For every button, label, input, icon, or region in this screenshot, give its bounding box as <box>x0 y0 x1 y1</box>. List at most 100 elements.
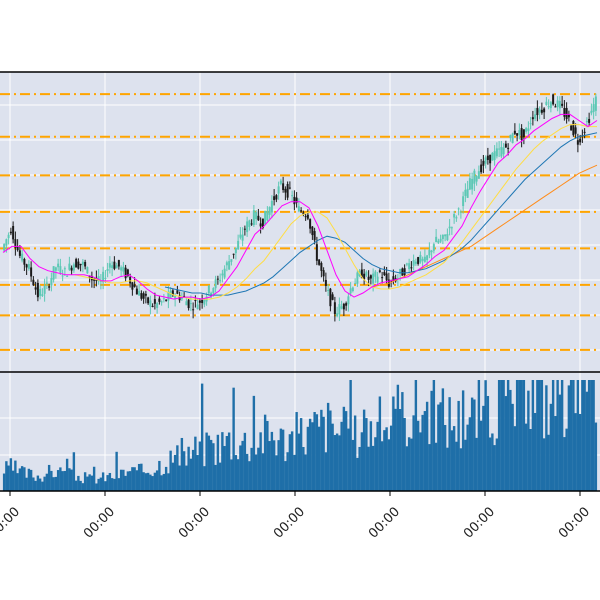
volume-bar <box>443 424 447 491</box>
volume-bar <box>529 429 532 491</box>
candle-body <box>320 262 323 271</box>
candle-body <box>241 234 244 241</box>
volume-bar <box>504 396 508 491</box>
volume-bar <box>592 380 595 491</box>
volume-bar <box>270 431 274 491</box>
candle-body <box>354 283 357 285</box>
x-tick-label-2: 00:00 <box>176 504 213 541</box>
volume-bar <box>574 413 577 491</box>
volume-bar <box>587 380 591 491</box>
candle-body <box>522 129 525 138</box>
volume-bar <box>36 475 40 491</box>
candle-body <box>536 107 539 116</box>
candle-body <box>531 117 534 120</box>
volume-bar <box>124 475 127 491</box>
candle-body <box>41 294 44 296</box>
volume-bar <box>261 453 265 491</box>
candle-body <box>511 133 514 143</box>
volume-bar <box>72 452 76 491</box>
candle-body <box>378 270 381 272</box>
candle-body <box>513 130 516 134</box>
candle-body <box>381 277 384 279</box>
candle-body <box>39 288 42 296</box>
volume-bar <box>502 380 505 491</box>
volume-bar <box>99 477 103 491</box>
candle-body <box>509 135 512 138</box>
volume-bar <box>407 437 411 491</box>
candle-body <box>529 123 532 125</box>
candle-body <box>466 188 469 198</box>
candle-body <box>104 277 107 279</box>
candle-body <box>219 279 222 282</box>
candle-body <box>396 277 399 279</box>
candle-body <box>32 279 35 286</box>
volume-bar <box>2 473 6 491</box>
candle-body <box>374 271 377 277</box>
moving-averages <box>2 113 598 300</box>
candle-body <box>549 102 552 109</box>
volume-bar <box>38 478 42 491</box>
volume-bar <box>119 469 123 491</box>
volume-bar <box>140 463 143 491</box>
candle-body <box>455 217 458 219</box>
volume-bar <box>495 438 499 491</box>
volume-bar <box>5 461 8 491</box>
candle-body <box>453 214 456 218</box>
candle-body <box>124 267 127 279</box>
volume-bar <box>349 380 352 491</box>
volume-bar <box>113 478 116 491</box>
volume-bar <box>380 441 384 491</box>
candle-body <box>543 108 546 113</box>
ma-trend-line <box>371 164 598 288</box>
volume-bar <box>236 459 240 491</box>
candle-body <box>338 304 341 315</box>
candle-body <box>340 306 343 309</box>
volume-bar <box>367 446 370 491</box>
volume-bar <box>569 380 573 491</box>
candle-body <box>592 104 595 112</box>
candle-body <box>520 128 523 141</box>
candle-body <box>293 196 296 205</box>
candle-body <box>518 129 521 135</box>
volume-bar <box>376 421 379 491</box>
volume-bar <box>225 436 229 491</box>
volume-bar <box>88 474 91 491</box>
volume-bar <box>59 467 62 491</box>
candle-body <box>207 285 210 294</box>
x-axis: 00:00 00:00 00:00 00:00 00:00 00:00 00:00 <box>0 491 593 542</box>
volume-bar <box>41 481 44 491</box>
volume-bar <box>351 439 355 491</box>
volume-bar <box>221 432 224 491</box>
candle-body <box>81 261 84 265</box>
candle-body <box>502 147 505 155</box>
candle-body <box>248 220 251 227</box>
volume-bar <box>455 441 458 491</box>
volume-bar <box>324 452 328 491</box>
volume-bar <box>151 476 154 491</box>
candle-body <box>36 282 39 298</box>
candle-body <box>482 160 485 166</box>
volume-bar <box>14 460 17 491</box>
candle-body <box>140 293 143 299</box>
candle-body <box>214 279 217 289</box>
candle-body <box>558 100 561 109</box>
candle-body <box>158 298 161 302</box>
volume-bar <box>131 467 134 491</box>
candle-body <box>324 279 327 286</box>
x-tick-label-4: 00:00 <box>366 504 403 541</box>
candle-body <box>495 148 498 157</box>
candle-body <box>97 276 100 282</box>
volume-bar <box>419 432 422 491</box>
volume-bar <box>162 473 166 491</box>
candle-body <box>405 263 408 265</box>
volume-bar <box>466 424 469 491</box>
candle-body <box>126 269 129 276</box>
candle-body <box>187 299 190 309</box>
x-tick-label-1: 00:00 <box>81 504 118 541</box>
volume-bar <box>54 476 58 491</box>
volume-bar <box>578 413 582 491</box>
candle-body <box>135 288 138 295</box>
candle-body <box>93 278 96 281</box>
candle-body <box>138 290 141 296</box>
candle-body <box>45 282 48 284</box>
